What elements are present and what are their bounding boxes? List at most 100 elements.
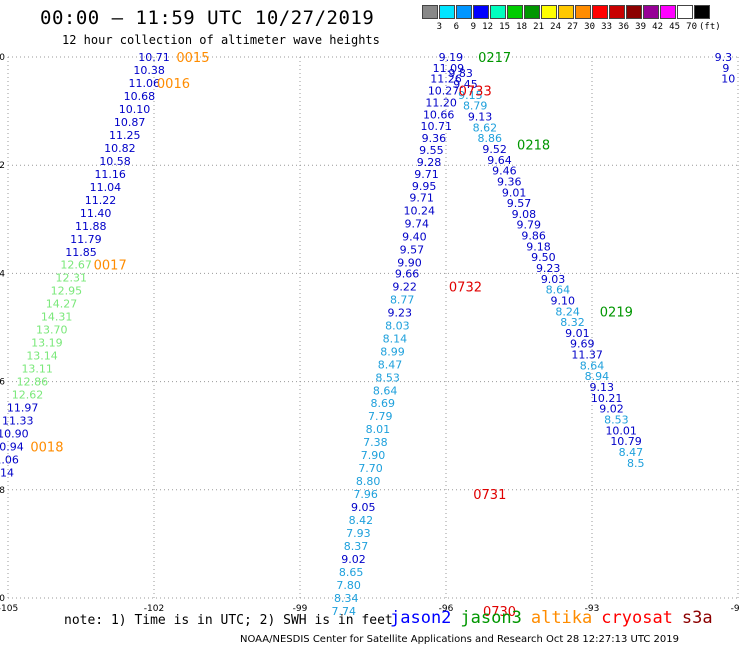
swh-value-label: 8.47 — [378, 358, 403, 371]
swh-value-label: 11.85 — [65, 246, 97, 259]
swh-value-label: 8.32 — [560, 316, 585, 329]
swh-value-label: 11.06 — [0, 454, 19, 467]
swh-value-label: 9.36 — [497, 175, 522, 188]
swh-value-label: 9.45 — [453, 78, 478, 91]
pass-time-label: 0730 — [483, 605, 516, 620]
satellite-legend-jason3: jason3 — [460, 608, 522, 628]
swh-value-label: 12.67 — [60, 259, 92, 272]
swh-value-label: 9.03 — [541, 273, 566, 286]
swh-value-label: 8.5 — [627, 457, 645, 470]
scale-swatch — [609, 5, 625, 19]
y-tick-label: -40 — [0, 53, 5, 63]
scale-swatch — [507, 5, 523, 19]
satellite-legend: jason2 jason3 altika cryosat s3a — [390, 608, 722, 628]
scale-swatch — [490, 5, 506, 19]
swh-value-label: 9.01 — [565, 327, 590, 340]
swh-value-label: 9.90 — [397, 257, 422, 270]
swh-value-label: 9.74 — [405, 218, 430, 231]
swh-value-label: 10.66 — [423, 108, 455, 121]
scale-swatch — [524, 5, 540, 19]
pass-time-label: 0218 — [517, 139, 550, 154]
swh-value-label: 11.09 — [433, 62, 465, 75]
satellite-legend-altika: altika — [530, 608, 593, 628]
swh-value-label: 10.68 — [124, 90, 156, 103]
scale-label: 12 — [482, 22, 493, 32]
scale-label: 33 — [601, 22, 612, 32]
swh-value-label: 9.23 — [536, 262, 561, 275]
swh-value-label: 10.14 — [0, 466, 14, 479]
scale-swatch — [439, 5, 455, 19]
swh-value-label: 12.95 — [51, 285, 83, 298]
x-tick-label: -93 — [585, 604, 600, 614]
scale-swatch — [694, 5, 710, 19]
swh-value-label: 8.77 — [390, 293, 415, 306]
swh-value-label: 9.83 — [448, 67, 473, 80]
swh-value-label: 10.27 — [428, 85, 460, 98]
swh-value-label: 11.40 — [80, 207, 112, 220]
swh-value-label: 14.27 — [46, 298, 78, 311]
swh-value-label: 9.3 — [715, 51, 733, 64]
swh-value-label: 12.62 — [12, 389, 44, 402]
swh-value-label: 10.10 — [119, 103, 151, 116]
scale-swatch — [660, 5, 676, 19]
swh-value-label: 13.19 — [31, 337, 63, 350]
swh-value-label: 10.87 — [114, 116, 146, 129]
swh-value-label: 7.38 — [363, 436, 388, 449]
swh-value-label: 9.02 — [341, 553, 366, 566]
swh-value-label: 10.24 — [403, 205, 435, 218]
swh-value-label: 8.34 — [334, 592, 359, 605]
swh-value-label: 11.33 — [2, 415, 34, 428]
swh-value-label: 7.74 — [332, 605, 357, 618]
swh-value-label: 11.04 — [90, 181, 122, 194]
scale-swatch — [422, 5, 438, 19]
x-tick-label: -105 — [0, 604, 18, 614]
pass-time-label: 0015 — [176, 51, 209, 66]
swh-value-label: 10 — [721, 73, 735, 86]
swh-value-label: 9.55 — [419, 144, 444, 157]
swh-value-label: 9.23 — [388, 306, 413, 319]
scale-label: 9 — [470, 22, 476, 32]
x-tick-label: -96 — [439, 604, 454, 614]
swh-value-label: 8.53 — [375, 371, 400, 384]
pass-time-label: 0733 — [459, 85, 492, 100]
swh-value-label: 11.37 — [571, 349, 603, 362]
swh-value-label: 10.71 — [138, 51, 170, 64]
swh-value-label: 10.90 — [0, 428, 29, 441]
scale-label: 18 — [516, 22, 527, 32]
swh-value-label: 7.79 — [368, 410, 393, 423]
swh-value-label: 10.94 — [0, 441, 24, 454]
scale-swatch — [677, 5, 693, 19]
scale-label: 39 — [635, 22, 646, 32]
scale-unit: (ft) — [699, 22, 721, 32]
scale-swatch — [473, 5, 489, 19]
y-tick-label: -44 — [0, 269, 5, 279]
pass-time-label: 0018 — [30, 441, 63, 456]
swh-value-label: 9.40 — [402, 231, 427, 244]
pass-time-label: 0731 — [473, 488, 506, 503]
swh-value-label: 11.06 — [129, 77, 161, 90]
swh-value-label: 8.65 — [339, 566, 364, 579]
swh-value-label: 9.46 — [492, 165, 517, 178]
swh-value-label: 9.36 — [422, 132, 447, 145]
swh-value-label: 9.86 — [521, 230, 546, 243]
swh-value-label: 9.18 — [526, 240, 551, 253]
swh-value-label: 9.19 — [439, 51, 464, 64]
scale-swatch — [626, 5, 642, 19]
swh-value-label: 8.24 — [555, 305, 580, 318]
pass-time-label: 0017 — [94, 259, 127, 274]
scale-label: 6 — [453, 22, 459, 32]
swh-value-label: 11.25 — [109, 129, 141, 142]
swh-value-label: 11.88 — [75, 220, 107, 233]
swh-value-label: 9.02 — [599, 403, 624, 416]
swh-value-label: 11.16 — [94, 168, 126, 181]
swh-value-label: 10.71 — [421, 120, 453, 133]
scale-label: 15 — [499, 22, 510, 32]
scale-label: 27 — [567, 22, 578, 32]
swh-value-label: 8.86 — [478, 132, 503, 145]
swh-value-label: 8.62 — [473, 121, 498, 134]
pass-time-label: 0217 — [478, 51, 511, 66]
swh-value-label: 10.79 — [610, 435, 642, 448]
scale-label: 45 — [669, 22, 680, 32]
footer-credit: NOAA/NESDIS Center for Satellite Applica… — [240, 634, 679, 645]
swh-value-label: 10.38 — [133, 64, 165, 77]
